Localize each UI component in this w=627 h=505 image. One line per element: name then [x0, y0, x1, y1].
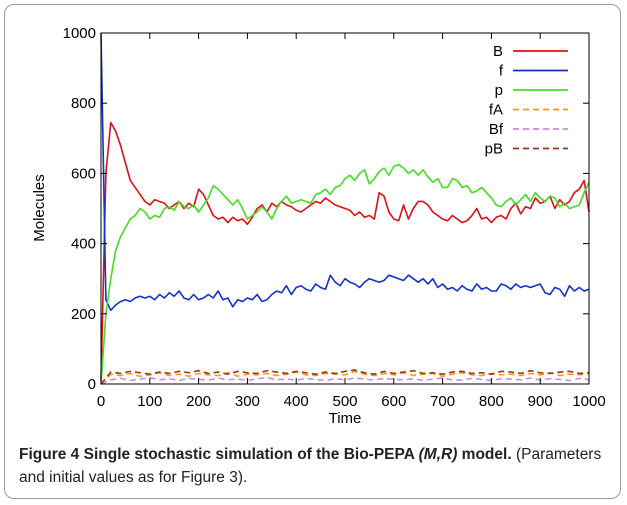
x-tick-label: 100 — [137, 393, 162, 410]
y-axis-label: Molecules — [31, 174, 48, 242]
tick-layer: 0 100 200 300 400 500 600 700 800 900 1000 0 200 400 6… — [63, 25, 606, 410]
legend-label-fa: fA — [489, 102, 503, 119]
x-tick-label: 700 — [430, 393, 455, 410]
caption-label: Figure 4 — [19, 446, 80, 463]
y-tick-label: 1000 — [63, 25, 96, 42]
y-tick-label: 800 — [71, 95, 96, 112]
x-tick-label: 600 — [381, 393, 406, 410]
x-tick-label: 200 — [186, 393, 211, 410]
legend-label-f: f — [499, 63, 504, 80]
series-line-fa — [100, 370, 590, 385]
series-layer — [100, 32, 590, 385]
caption-title-italic: (M,R) — [418, 446, 458, 463]
y-tick-label: 400 — [71, 236, 96, 253]
series-line-p — [100, 163, 590, 385]
series-line-f — [100, 32, 590, 312]
caption-title: Figure 4 Single stochastic simulation of… — [19, 446, 512, 463]
x-tick-label: 0 — [97, 393, 105, 410]
legend-label-b: B — [493, 43, 503, 60]
x-tick-label: 400 — [284, 393, 309, 410]
y-tick-label: 200 — [71, 306, 96, 323]
x-tick-label: 1000 — [572, 393, 605, 410]
caption-title-suffix: model. — [457, 446, 512, 463]
x-tick-label: 500 — [332, 393, 357, 410]
x-tick-label: 800 — [479, 393, 504, 410]
figure-frame: 0 100 200 300 400 500 600 700 800 900 1000 0 200 400 6… — [4, 4, 621, 499]
figure-caption: Figure 4 Single stochastic simulation of… — [19, 443, 615, 489]
caption-note: (Parameters and initial values as for Fi… — [19, 446, 602, 486]
legend-label-bf: Bf — [489, 121, 504, 138]
y-tick-label: 600 — [71, 165, 96, 182]
x-tick-label: 300 — [235, 393, 260, 410]
x-tick-label: 900 — [528, 393, 553, 410]
legend-label-p: p — [495, 82, 503, 99]
line-chart: 0 100 200 300 400 500 600 700 800 900 1000 0 200 400 6… — [31, 25, 606, 427]
x-axis-label: Time — [329, 410, 362, 427]
series-line-bf — [100, 376, 590, 385]
y-tick-label: 0 — [88, 376, 96, 393]
series-line-b — [100, 121, 590, 381]
caption-title-prefix: Single stochastic simulation of the Bio-… — [83, 446, 419, 463]
series-line-pb — [100, 369, 590, 385]
legend-label-pb: pB — [485, 141, 503, 158]
